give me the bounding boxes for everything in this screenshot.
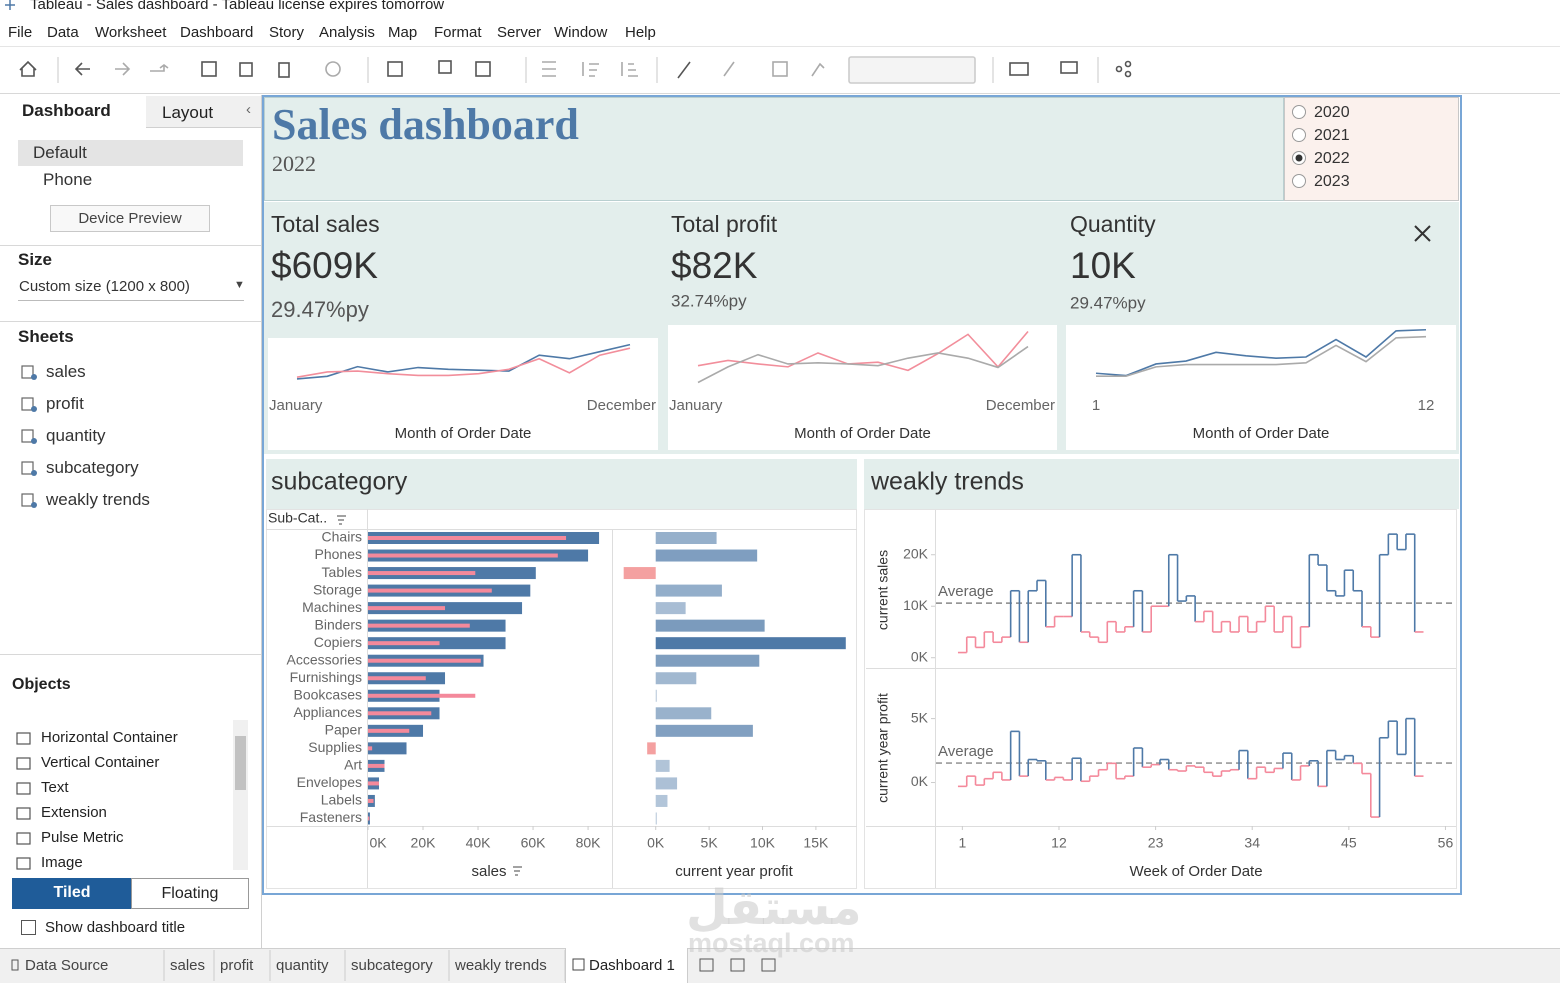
side-tab[interactable]: Layout — [162, 103, 214, 122]
sheet-tab[interactable]: subcategory — [351, 957, 433, 974]
sparkline-card — [268, 338, 658, 450]
sparkline-card — [668, 325, 1057, 450]
menu-item[interactable]: Window — [554, 24, 608, 41]
menu-item[interactable]: Story — [269, 24, 305, 41]
menu-item[interactable]: Dashboard — [180, 24, 254, 41]
sheet-item[interactable]: weakly trends — [46, 490, 150, 509]
menu-item[interactable]: Analysis — [319, 24, 375, 41]
dashboard-title: Sales dashboard — [272, 100, 579, 149]
object-item[interactable]: Image — [41, 854, 83, 871]
separator — [0, 245, 261, 246]
sparkline-card — [1066, 325, 1456, 450]
sheet-item[interactable]: subcategory — [46, 458, 139, 477]
panel-title-band — [266, 459, 857, 509]
sheet-item[interactable]: quantity — [46, 426, 106, 445]
subcategory-chart-area — [266, 509, 857, 889]
side-panel — [0, 95, 262, 948]
sheet-item[interactable]: profit — [46, 394, 84, 413]
sheet-tab[interactable]: profit — [220, 957, 254, 974]
floating-button[interactable]: Floating — [131, 878, 249, 909]
menu-item[interactable]: File — [8, 24, 33, 41]
separator — [0, 654, 261, 655]
scrollbar-thumb[interactable] — [235, 736, 246, 790]
weekly-chart-area — [864, 509, 1457, 889]
menu-item[interactable]: Format — [434, 24, 482, 41]
checkbox-label[interactable]: Show dashboard title — [45, 919, 186, 936]
menu-item[interactable]: Help — [625, 24, 656, 41]
collapse-icon[interactable]: ‹ — [246, 101, 251, 118]
layout-tab-bg[interactable] — [146, 96, 261, 128]
device-option[interactable]: Phone — [43, 170, 93, 189]
window-title: Tableau - Sales dashboard - Tableau lice… — [30, 0, 445, 13]
object-item[interactable]: Text — [41, 779, 69, 796]
panel-title-band — [864, 459, 1459, 509]
object-item[interactable]: Pulse Metric — [41, 829, 124, 846]
sheet-tab[interactable]: Dashboard 1 — [589, 957, 675, 974]
section-heading: Size — [18, 250, 53, 269]
dropdown-underline — [18, 300, 244, 301]
object-item[interactable]: Horizontal Container — [41, 729, 178, 746]
dropdown-arrow[interactable]: ▼ — [234, 279, 245, 291]
checkbox[interactable] — [21, 920, 36, 935]
tiled-button[interactable]: Tiled — [12, 878, 132, 909]
menu-item[interactable]: Server — [497, 24, 542, 41]
size-dropdown[interactable]: Custom size (1200 x 800) — [19, 278, 190, 295]
watermark: mostaql.com — [688, 928, 855, 958]
sheet-tab-bar — [0, 948, 1560, 983]
object-item[interactable]: Extension — [41, 804, 107, 821]
sheet-tab[interactable]: sales — [170, 957, 206, 974]
dashboard-subtitle: 2022 — [272, 151, 316, 176]
sheet-item[interactable]: sales — [46, 362, 86, 381]
sheet-tab[interactable]: weakly trends — [455, 957, 547, 974]
device-selected-bg — [18, 140, 243, 166]
toolbar — [0, 46, 1560, 94]
menu-item[interactable]: Map — [388, 24, 418, 41]
watermark: مستقل — [686, 882, 862, 935]
section-heading: Objects — [12, 676, 71, 693]
side-tab[interactable]: Dashboard — [22, 101, 111, 120]
sheet-tab[interactable]: quantity — [276, 957, 329, 974]
separator — [0, 321, 261, 322]
section-heading: Sheets — [18, 327, 74, 346]
menu-item[interactable]: Data — [47, 24, 79, 41]
object-item[interactable]: Vertical Container — [41, 754, 160, 771]
active-tab-bg — [565, 948, 688, 983]
sheet-tab[interactable]: Data Source — [25, 957, 109, 974]
header-panel — [264, 97, 1284, 201]
device-option[interactable]: Default — [33, 143, 87, 162]
menu-item[interactable]: Worksheet — [95, 24, 167, 41]
year-filter — [1284, 97, 1459, 201]
device-preview-button[interactable]: Device Preview — [50, 205, 210, 232]
title-menu-bar — [0, 0, 1560, 46]
